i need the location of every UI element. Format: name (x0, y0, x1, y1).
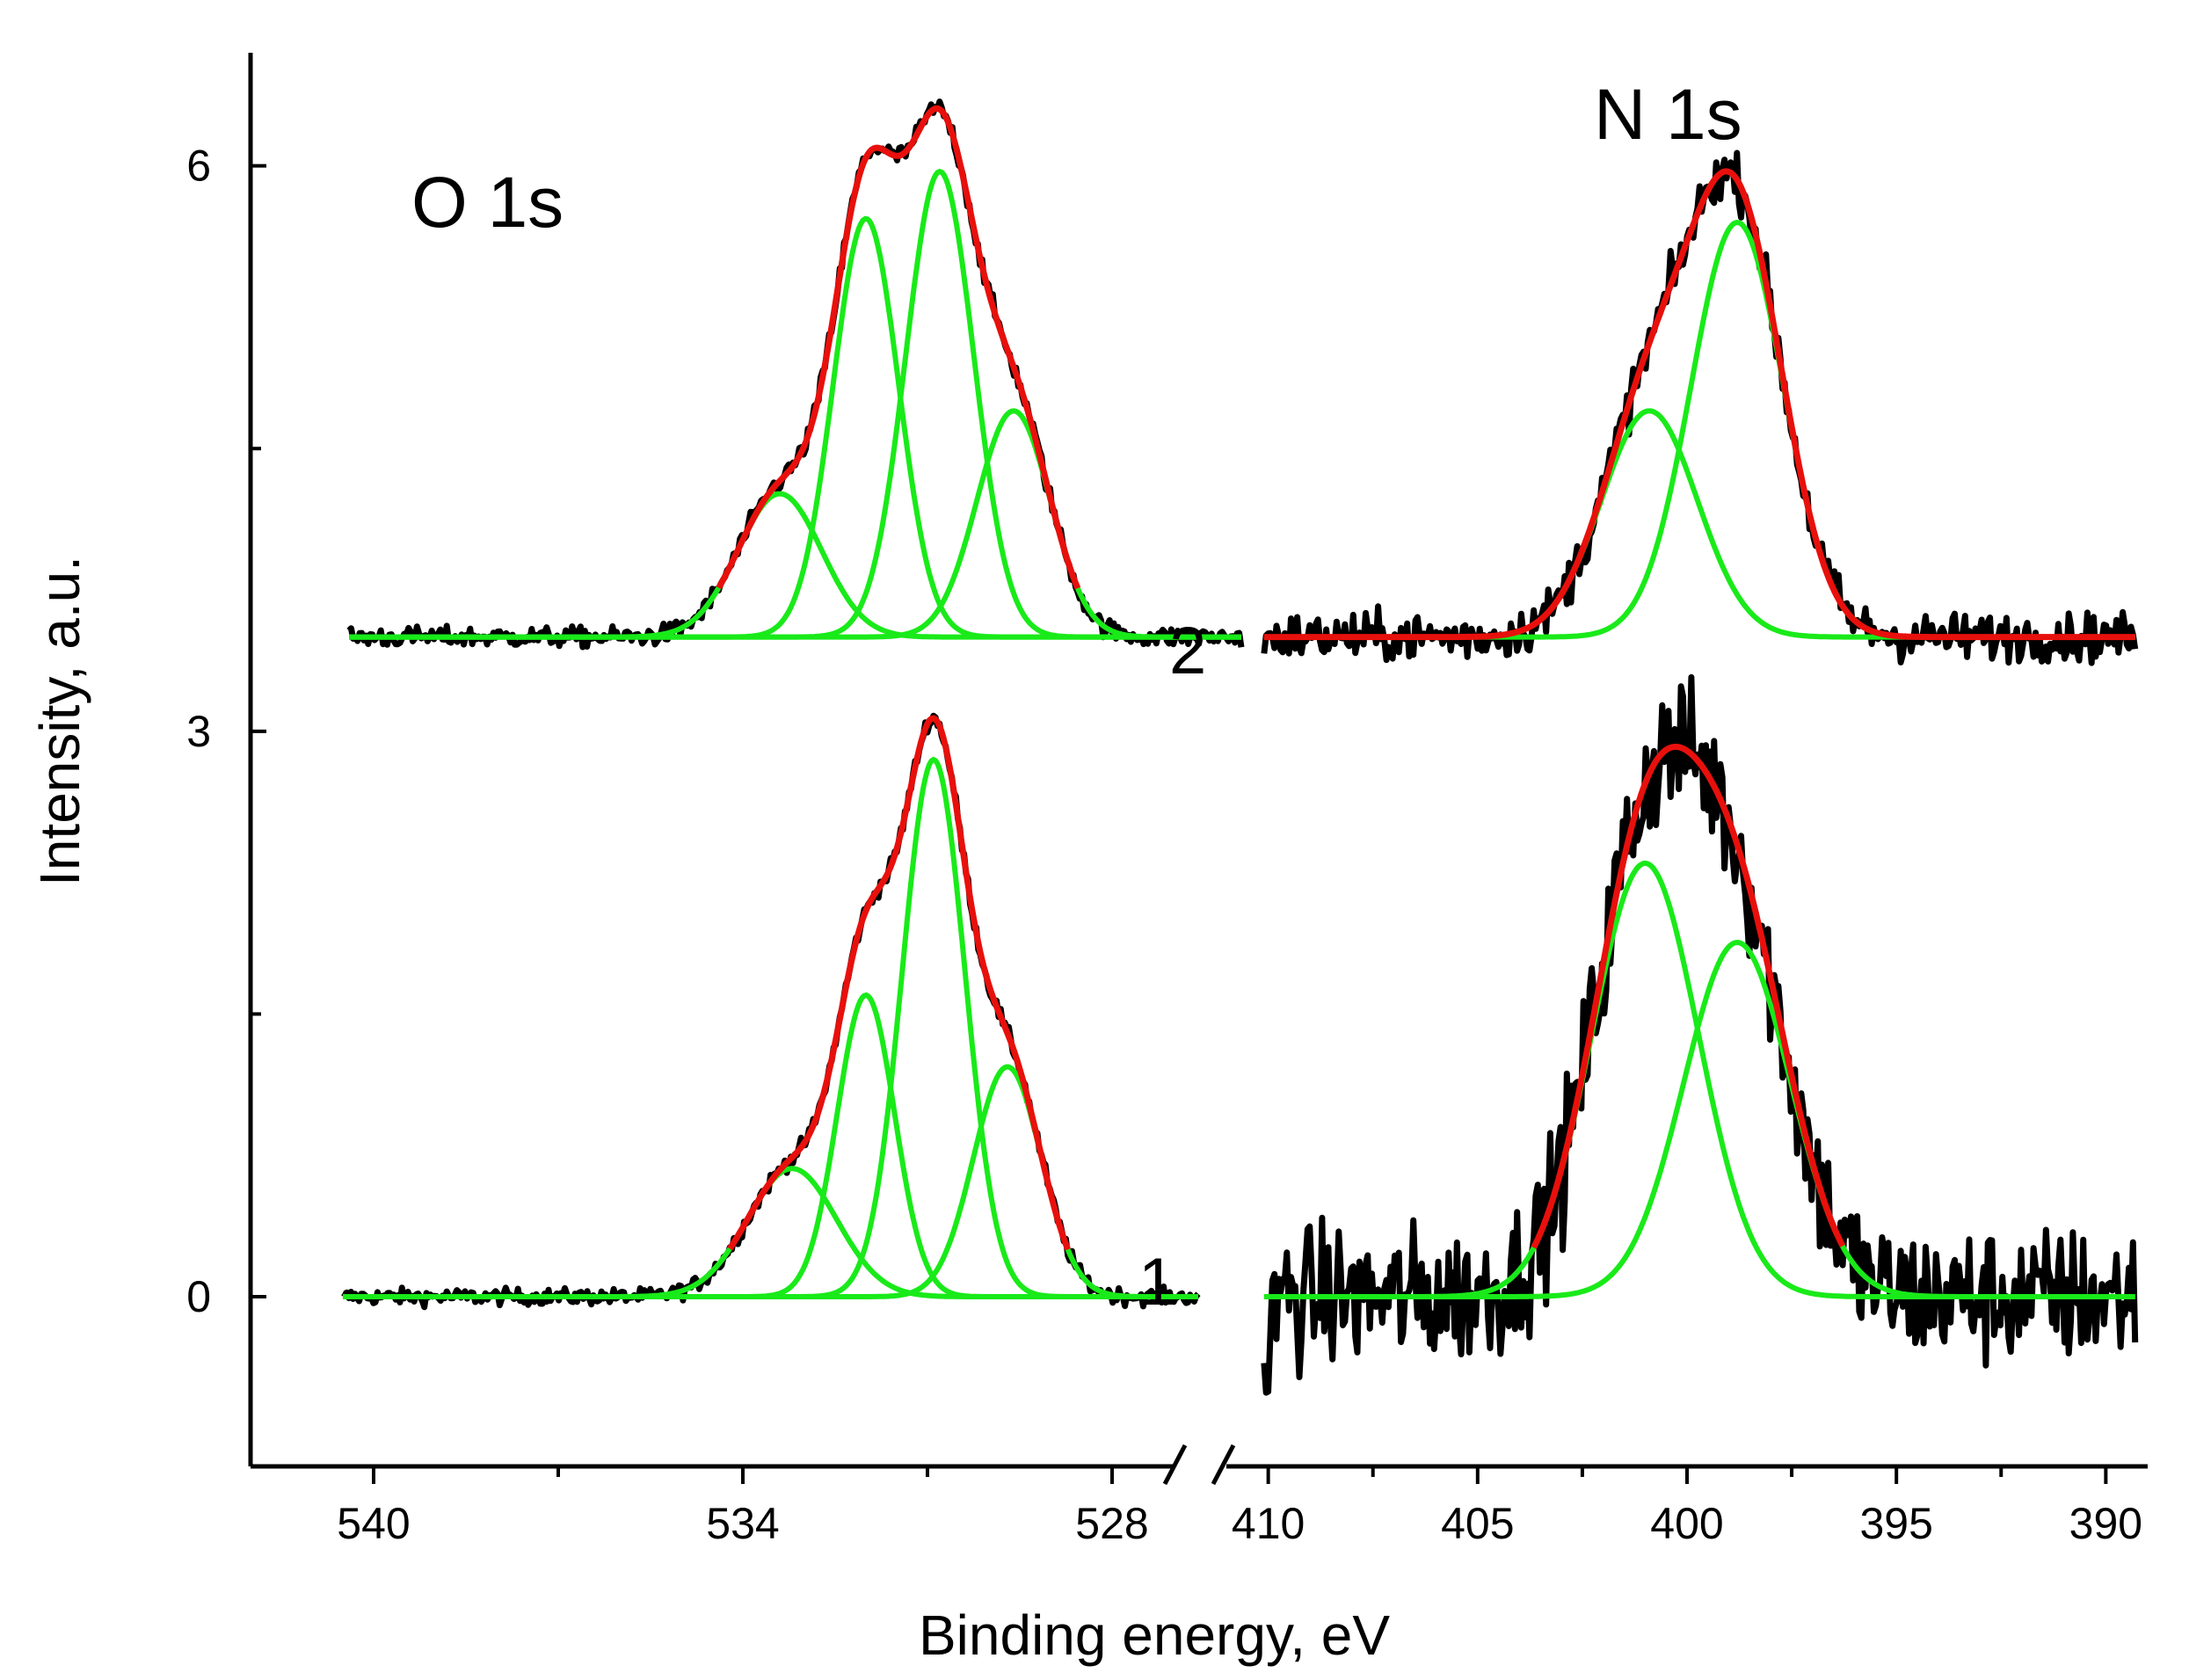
x-tick-label-390: 390 (2069, 1499, 2142, 1548)
component-N1s-0-1 (1263, 939, 2135, 1299)
x-tick-label-410: 410 (1232, 1499, 1305, 1548)
component-O1s-0-2 (343, 756, 1198, 1299)
x-tick-label-395: 395 (1859, 1499, 1932, 1548)
component-N1s-1-0 (1263, 408, 2135, 640)
x-tick-label-534: 534 (706, 1499, 779, 1548)
component-N1s-0-0 (1263, 860, 2135, 1299)
x-tick-label-400: 400 (1650, 1499, 1723, 1548)
plot-layer (341, 98, 2139, 1396)
axis-break-mark-2 (1211, 1444, 1236, 1486)
panel-title-o1s: O 1s (411, 163, 564, 243)
y-tick-label-0: 0 (186, 1272, 211, 1321)
x-tick-label-405: 405 (1441, 1499, 1514, 1548)
axis-break-mark-1 (1162, 1444, 1188, 1486)
component-O1s-1-3 (349, 408, 1241, 640)
x-tick-label-540: 540 (337, 1499, 410, 1548)
panel-title-n1s: N 1s (1594, 75, 1742, 155)
envelope-N1s-1 (1263, 168, 2135, 641)
raw-data-O1s-0 (341, 712, 1201, 1311)
envelope-O1s-0 (727, 715, 1071, 1251)
component-O1s-1-0 (349, 491, 1241, 640)
curve-label-2: 2 (1169, 614, 1206, 688)
axes-layer (248, 53, 2148, 1486)
envelope-N1s-0 (1531, 744, 1846, 1249)
label-layer: Binding energy, eV Intensity, a.u. O 1s … (28, 75, 1742, 1667)
component-N1s-1-1 (1263, 219, 2135, 640)
tick-layer: 0 3 6 540 534 528 410 405 400 395 390 (186, 142, 2142, 1548)
y-tick-label-3: 3 (186, 707, 211, 756)
curve-label-1: 1 (1138, 1245, 1175, 1320)
y-tick-label-6: 6 (186, 142, 211, 191)
raw-data-N1s-1 (1261, 149, 2139, 666)
component-O1s-1-1 (349, 215, 1241, 640)
x-tick-label-528: 528 (1075, 1499, 1148, 1548)
y-axis-title: Intensity, a.u. (28, 556, 91, 886)
envelope-O1s-1 (716, 105, 1081, 590)
x-axis-title: Binding energy, eV (919, 1604, 1390, 1667)
